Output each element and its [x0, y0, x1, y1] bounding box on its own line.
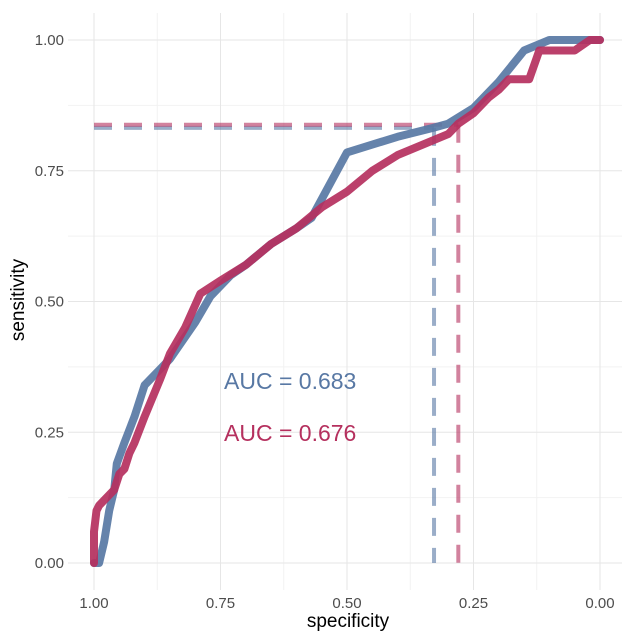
threshold-reference-lines — [94, 122, 461, 563]
roc-curve-series-2 — [90, 36, 604, 567]
x-tick-label: 1.00 — [79, 595, 108, 612]
x-tick-label: 0.25 — [459, 595, 488, 612]
x-tick-label: 0.75 — [206, 595, 235, 612]
y-axis-title: sensitivity — [8, 258, 29, 341]
y-tick-label: 0.75 — [35, 163, 64, 180]
x-axis-title: specificity — [307, 611, 390, 631]
x-tick-label: 0.50 — [332, 595, 361, 612]
grid-lines — [68, 13, 622, 590]
y-tick-label: 1.00 — [35, 32, 64, 49]
x-tick-label: 0.00 — [585, 595, 614, 612]
auc-label-series-1: AUC = 0.683 — [224, 368, 356, 394]
auc-labels: AUC = 0.683 AUC = 0.676 — [224, 368, 356, 446]
axis-ticks: 1.00 0.75 0.50 0.25 0.00 0.00 0.25 0.50 0.75 1.00 — [35, 32, 615, 612]
auc-label-series-2: AUC = 0.676 — [224, 420, 356, 446]
y-tick-label: 0.25 — [35, 424, 64, 441]
roc-curves — [90, 36, 604, 567]
y-tick-label: 0.00 — [35, 555, 64, 572]
y-tick-label: 0.50 — [35, 294, 64, 311]
